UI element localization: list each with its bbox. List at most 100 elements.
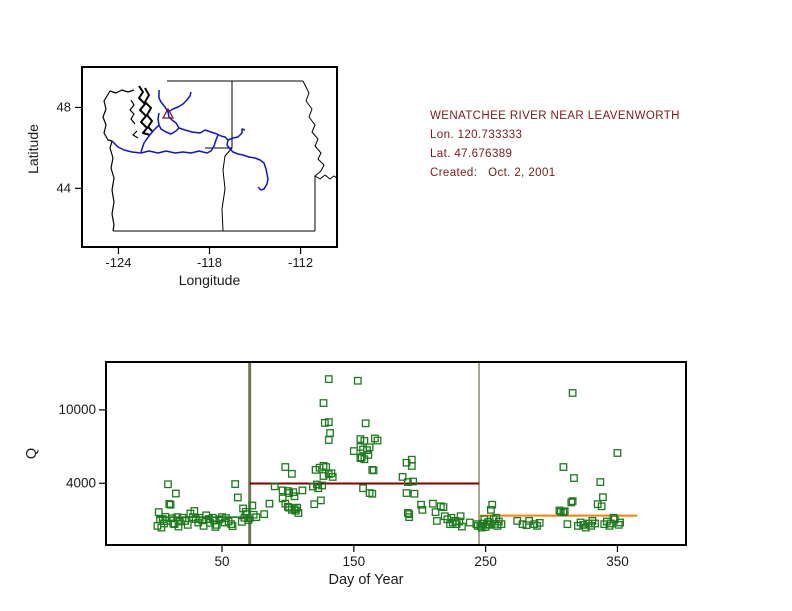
data-point (319, 399, 328, 407)
data-point (244, 516, 253, 524)
data-point (289, 488, 298, 497)
data-point (281, 463, 290, 471)
data-point (153, 521, 162, 530)
data-point (349, 447, 358, 455)
data-point (609, 513, 618, 522)
data-point (360, 455, 369, 464)
data-point (328, 473, 337, 481)
map-x-tick-label: -124 (105, 255, 131, 270)
data-point (166, 500, 175, 509)
data-point (373, 436, 382, 445)
data-point (535, 518, 544, 527)
puget-sound-outline (138, 85, 151, 136)
data-point (616, 518, 624, 527)
data-point (318, 481, 327, 490)
data-point (294, 509, 303, 517)
data-point (298, 486, 307, 495)
scatter-x-tick-label: 350 (606, 554, 629, 569)
data-point (403, 509, 412, 517)
data-point (359, 484, 367, 493)
station-latitude: Lat. 47.676389 (430, 148, 513, 160)
scatter-x-tick-label: 150 (343, 554, 366, 569)
data-point (260, 510, 269, 519)
data-point (439, 503, 448, 512)
data-point (324, 375, 333, 383)
scatter-yaxis-title: Q (24, 448, 40, 459)
puget-sound-outline (132, 130, 139, 139)
river-line (157, 90, 180, 135)
map-y-tick-label: 48 (57, 99, 71, 114)
data-point (211, 522, 220, 531)
coastline (102, 89, 135, 232)
map-xaxis-title: Longitude (179, 272, 241, 288)
data-point (316, 496, 325, 505)
data-point (248, 501, 257, 510)
data-point (567, 498, 576, 507)
data-point (290, 492, 299, 501)
data-point (324, 436, 333, 444)
data-point (324, 418, 333, 426)
data-point (231, 480, 240, 488)
data-point (485, 520, 494, 529)
data-point (154, 508, 163, 517)
data-point (265, 499, 274, 508)
data-point (353, 376, 362, 385)
station-title: WENATCHEE RIVER NEAR LEAVENWORTH (430, 110, 680, 122)
data-point (465, 518, 474, 527)
state-border-line (302, 80, 338, 180)
data-point (493, 521, 502, 530)
data-point (458, 522, 466, 531)
station-marker-triangle (161, 107, 175, 119)
data-point (591, 519, 599, 528)
river-line (178, 127, 269, 191)
data-point (293, 503, 302, 512)
data-point (360, 436, 369, 445)
river-line (167, 91, 192, 113)
data-point (559, 463, 568, 471)
station-info-panel: WENATCHEE RIVER NEAR LEAVENWORTH Lon. 12… (430, 110, 680, 186)
data-point (432, 516, 441, 525)
map-yaxis-title: Latitude (25, 124, 41, 174)
scatter-xaxis-title: Day of Year (329, 572, 404, 588)
station-created-date: Created: Oct. 2, 2001 (430, 167, 556, 179)
scatter-y-tick-label: 10000 (58, 402, 96, 417)
data-point (568, 497, 577, 506)
data-point (365, 443, 374, 452)
data-point (183, 520, 192, 529)
data-point (403, 478, 412, 486)
state-border-line (221, 147, 233, 232)
data-point (326, 429, 334, 437)
data-point (405, 513, 414, 522)
scatter-y-tick-label: 4000 (66, 475, 96, 490)
data-point (596, 478, 605, 486)
data-point (409, 477, 418, 486)
data-point (165, 500, 174, 508)
data-point (488, 500, 497, 509)
data-point (431, 508, 440, 517)
data-point (456, 512, 465, 521)
scatter-x-tick-label: 50 (214, 554, 229, 569)
data-point (171, 489, 180, 498)
data-point (563, 520, 572, 529)
data-point (560, 507, 569, 516)
scatter-x-tick-label: 250 (474, 554, 497, 569)
data-point (593, 500, 602, 509)
data-point (309, 482, 317, 491)
river-line (227, 128, 246, 141)
data-point (418, 505, 427, 514)
data-point (311, 465, 320, 474)
flow-scatter-figure: 50 150 250 350 10000 4000 Day of Year Q (24, 361, 687, 588)
data-point (599, 493, 607, 502)
data-point (287, 469, 296, 478)
data-point (315, 463, 324, 472)
data-point (568, 389, 577, 397)
data-point (614, 520, 623, 529)
data-point (570, 474, 578, 482)
data-point (361, 419, 370, 428)
data-point (227, 520, 236, 529)
data-point (164, 480, 172, 489)
data-point (228, 522, 237, 531)
station-longitude: Lon. 120.733333 (430, 129, 523, 141)
river-line (111, 134, 219, 154)
